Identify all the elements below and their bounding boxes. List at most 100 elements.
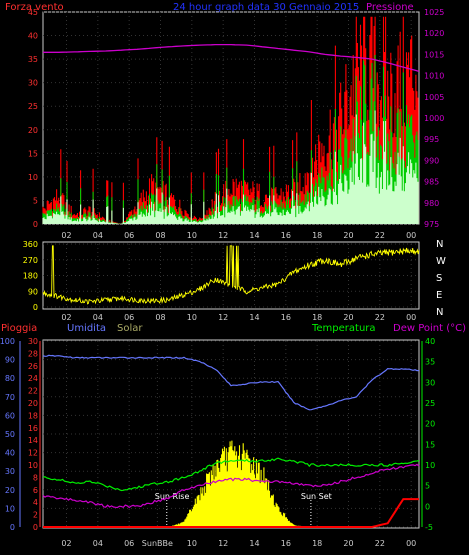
wind-x-tick-label: 00 xyxy=(406,231,416,240)
bottom-x-tick-label: 12 xyxy=(218,539,228,548)
wind-x-tick-label: 02 xyxy=(61,231,71,240)
pressure-y-tick-label: 990 xyxy=(424,156,439,165)
bottom-x-tick-label: 06 xyxy=(124,539,134,548)
compass-label: E xyxy=(436,290,442,301)
temperature-y-tick-label: 40 xyxy=(425,337,435,346)
wind-y-tick-label: 45 xyxy=(28,8,38,17)
temperature-y-tick-label: 5 xyxy=(425,482,430,491)
temperature-y-tick-label: 25 xyxy=(425,399,435,408)
humidity-y-tick-label: 10 xyxy=(28,461,38,470)
direction-x-tick-label: 04 xyxy=(93,313,103,322)
bottom-panel: 0102030405060708090100024681012141618202… xyxy=(0,337,435,548)
bottom-x-tick-label: 20 xyxy=(343,539,353,548)
wind-y-tick-label: 10 xyxy=(28,173,38,182)
sunset-label: Sun Set xyxy=(301,492,332,501)
pressure-y-tick-label: 1015 xyxy=(424,50,444,59)
pressure-axis-title: Pressione xyxy=(366,2,414,13)
direction-x-tick-label: 16 xyxy=(281,313,291,322)
humidity-y-tick-label: 8 xyxy=(33,473,38,482)
rain-y-tick-label: 90 xyxy=(5,356,15,365)
wind-y-tick-label: 5 xyxy=(33,196,38,205)
humidity-y-tick-label: 12 xyxy=(28,449,38,458)
direction-x-tick-label: 22 xyxy=(375,313,385,322)
chart-title: 24 hour graph data 30 Gennaio 2015 xyxy=(173,2,359,13)
direction-x-tick-label: 08 xyxy=(155,313,165,322)
wind-x-tick-label: 22 xyxy=(375,231,385,240)
temperature-y-tick-label: 20 xyxy=(425,420,435,429)
temperature-y-tick-label: 35 xyxy=(425,358,435,367)
pressure-y-tick-label: 1005 xyxy=(424,93,444,102)
rain-line xyxy=(43,498,419,528)
direction-x-tick-label: 10 xyxy=(187,313,197,322)
pressure-y-tick-label: 985 xyxy=(424,178,439,187)
wind-panel: 0510152025303540459759809859909951000100… xyxy=(28,8,445,240)
direction-x-tick-label: 06 xyxy=(124,313,134,322)
bottom-x-tick-label: 18 xyxy=(312,539,322,548)
direction-y-tick-label: 180 xyxy=(23,272,38,281)
humidity-y-tick-label: 6 xyxy=(33,486,38,495)
temperature-y-tick-label: 15 xyxy=(425,440,435,449)
wind-y-tick-label: 40 xyxy=(28,32,38,41)
bottom-x-tick-label: 14 xyxy=(249,539,259,548)
temperature-y-tick-label: 0 xyxy=(425,502,430,511)
humidity-y-tick-label: 22 xyxy=(28,387,38,396)
humidity-axis-title: Umidita xyxy=(67,323,106,334)
compass-label: W xyxy=(436,256,446,267)
pressure-y-tick-label: 1010 xyxy=(424,72,444,81)
wind-x-tick-label: 06 xyxy=(124,231,134,240)
pressure-y-tick-label: 980 xyxy=(424,199,439,208)
solar-axis-title: Solar xyxy=(117,323,143,334)
pressure-y-tick-label: 1000 xyxy=(424,114,444,123)
rain-y-tick-label: 10 xyxy=(5,504,15,513)
direction-x-tick-label: 12 xyxy=(218,313,228,322)
rain-axis-title: Pioggia xyxy=(1,323,37,334)
bottom-x-tick-label: 16 xyxy=(281,539,291,548)
rain-y-tick-label: 70 xyxy=(5,393,15,402)
wind-x-tick-label: 04 xyxy=(93,231,103,240)
compass-label: S xyxy=(436,273,442,284)
humidity-y-tick-label: 26 xyxy=(28,362,38,371)
direction-y-tick-label: 0 xyxy=(33,303,38,312)
bottom-x-tick-label: 22 xyxy=(375,539,385,548)
wind-y-tick-label: 30 xyxy=(28,79,38,88)
pressure-y-tick-label: 1025 xyxy=(424,8,444,17)
humidity-y-tick-label: 14 xyxy=(28,436,38,445)
wind-x-tick-label: 08 xyxy=(155,231,165,240)
direction-x-tick-label: 14 xyxy=(249,313,259,322)
direction-x-tick-label: 18 xyxy=(312,313,322,322)
direction-x-tick-label: 00 xyxy=(406,313,416,322)
humidity-y-tick-label: 20 xyxy=(28,399,38,408)
pressure-line xyxy=(43,43,420,73)
temperature-axis-title: Temperatura xyxy=(311,323,376,334)
dew-point-line xyxy=(42,463,420,509)
wind-x-tick-label: 10 xyxy=(187,231,197,240)
pressure-y-tick-label: 975 xyxy=(424,220,439,229)
direction-y-tick-label: 360 xyxy=(23,240,38,249)
wind-x-tick-label: 20 xyxy=(343,231,353,240)
dew-point-axis-title: Dew Point (°C) xyxy=(393,323,466,334)
wind-x-tick-label: 12 xyxy=(218,231,228,240)
direction-x-tick-label: 20 xyxy=(343,313,353,322)
bottom-x-tick-label: 00 xyxy=(406,539,416,548)
wind-axis-title: Forza vento xyxy=(5,2,64,13)
direction-y-tick-label: 90 xyxy=(28,287,38,296)
humidity-line xyxy=(42,354,420,411)
humidity-y-tick-label: 28 xyxy=(28,349,38,358)
pressure-y-tick-label: 995 xyxy=(424,135,439,144)
humidity-y-tick-label: 4 xyxy=(33,498,38,507)
wind-y-tick-label: 0 xyxy=(33,220,38,229)
rain-y-tick-label: 60 xyxy=(5,411,15,420)
humidity-y-tick-label: 0 xyxy=(33,523,38,532)
rain-y-tick-label: 50 xyxy=(5,430,15,439)
humidity-y-tick-label: 18 xyxy=(28,411,38,420)
bottom-x-tick-label: 02 xyxy=(61,539,71,548)
rain-y-tick-label: 40 xyxy=(5,449,15,458)
humidity-y-tick-label: 30 xyxy=(28,337,38,346)
compass-label: N xyxy=(436,239,443,250)
humidity-y-tick-label: 16 xyxy=(28,424,38,433)
wind-y-tick-label: 15 xyxy=(28,149,38,158)
temperature-line xyxy=(42,457,420,492)
temperature-y-tick-label: 30 xyxy=(425,378,435,387)
wind-y-tick-label: 25 xyxy=(28,102,38,111)
wind-base-bars xyxy=(42,110,419,224)
